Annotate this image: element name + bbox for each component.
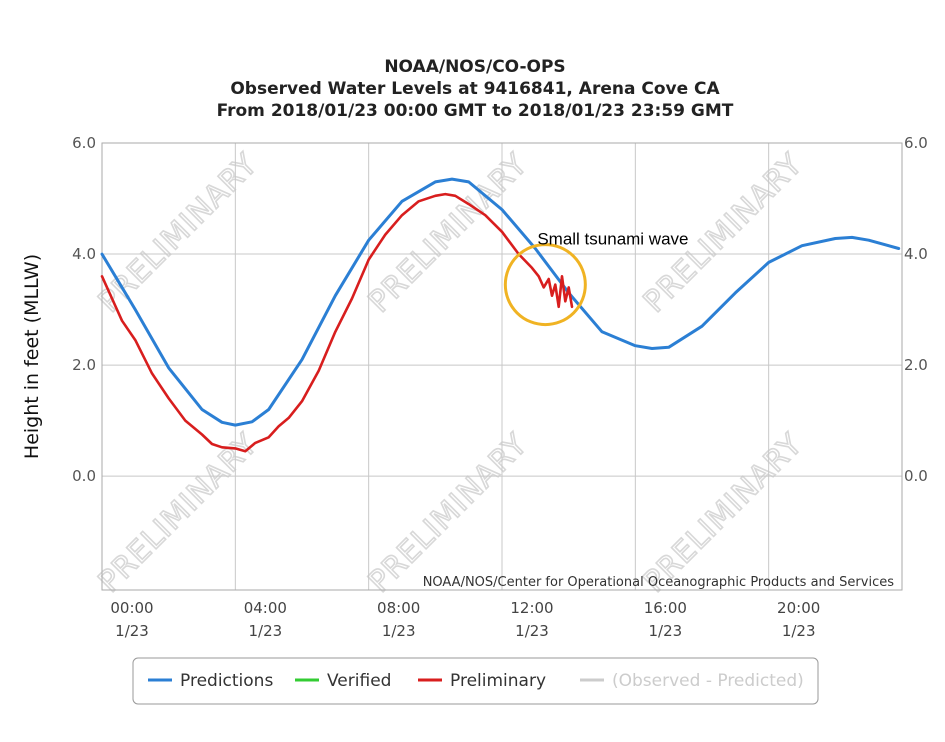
watermark-1: PRELIMINARY (92, 147, 265, 320)
legend-item[interactable]: (Observed - Predicted) (580, 671, 804, 691)
annotation-label: Small tsunami wave (537, 230, 688, 249)
x-tick-label-date: 1/23 (382, 622, 416, 640)
legend-label: Verified (327, 671, 391, 691)
chart-credit: NOAA/NOS/Center for Operational Oceanogr… (423, 575, 895, 590)
watermark-6: PRELIMINARY (637, 427, 810, 600)
watermark-layer: PRELIMINARY PRELIMINARY PRELIMINARY PRELIMI… (91, 146, 810, 600)
legend-label: Preliminary (450, 671, 546, 691)
annotation-circle (503, 243, 587, 327)
chart-title-line-2: Observed Water Levels at 9416841, Arena … (230, 79, 720, 99)
y-tick-label-left: 0.0 (72, 467, 96, 485)
watermark-4: PRELIMINARY (92, 427, 265, 600)
y-tick-label-right: 6.0 (904, 134, 928, 152)
y-tick-label-right: 0.0 (904, 467, 928, 485)
x-tick-label-time: 12:00 (510, 599, 553, 617)
legend-box (132, 657, 819, 705)
chart-title-line-3: From 2018/01/23 00:00 GMT to 2018/01/23 … (217, 101, 734, 121)
x-tick-label-time: 20:00 (777, 599, 820, 617)
y-tick-label-right: 4.0 (904, 245, 928, 263)
y-tick-label-right: 2.0 (904, 356, 928, 374)
legend: Predictions Verified Preliminary (Observed … (132, 657, 819, 705)
chart-title-line-1: NOAA/NOS/CO-OPS (384, 57, 565, 77)
x-tick-label-time: 16:00 (644, 599, 687, 617)
y-tick-label-left: 2.0 (72, 356, 96, 374)
legend-label: Predictions (180, 671, 273, 691)
x-tick-label-date: 1/23 (248, 622, 282, 640)
y-axis-label: Height in feet (MLLW) (21, 254, 43, 459)
x-tick-label-time: 04:00 (244, 599, 287, 617)
watermark-5: PRELIMINARY (362, 427, 535, 600)
legend-item[interactable]: Verified (295, 671, 391, 691)
series-line-preliminary (100, 192, 574, 453)
x-axis-ticks: 00:00 1/23 04:00 1/23 08:00 1/23 12:00 1/23 16:0… (110, 599, 820, 640)
legend-item[interactable]: Predictions (148, 671, 273, 691)
legend-item[interactable]: Preliminary (418, 671, 546, 691)
tsunami-annotation: Small tsunami wave (503, 230, 689, 327)
x-tick-label-date: 1/23 (515, 622, 549, 640)
x-tick-label-date: 1/23 (115, 622, 149, 640)
x-tick-label-time: 00:00 (110, 599, 153, 617)
plot-area (101, 142, 903, 591)
series-layer (100, 177, 901, 453)
legend-label: (Observed - Predicted) (612, 671, 804, 691)
series-line-predictions (100, 177, 901, 427)
x-tick-label-time: 08:00 (377, 599, 420, 617)
y-tick-label-left: 4.0 (72, 245, 96, 263)
y-tick-label-left: 6.0 (72, 134, 96, 152)
x-tick-label-date: 1/23 (648, 622, 682, 640)
y-axis-ticks: 0.0 0.0 2.0 2.0 4.0 4.0 6.0 6.0 (72, 134, 928, 485)
x-tick-label-date: 1/23 (782, 622, 816, 640)
